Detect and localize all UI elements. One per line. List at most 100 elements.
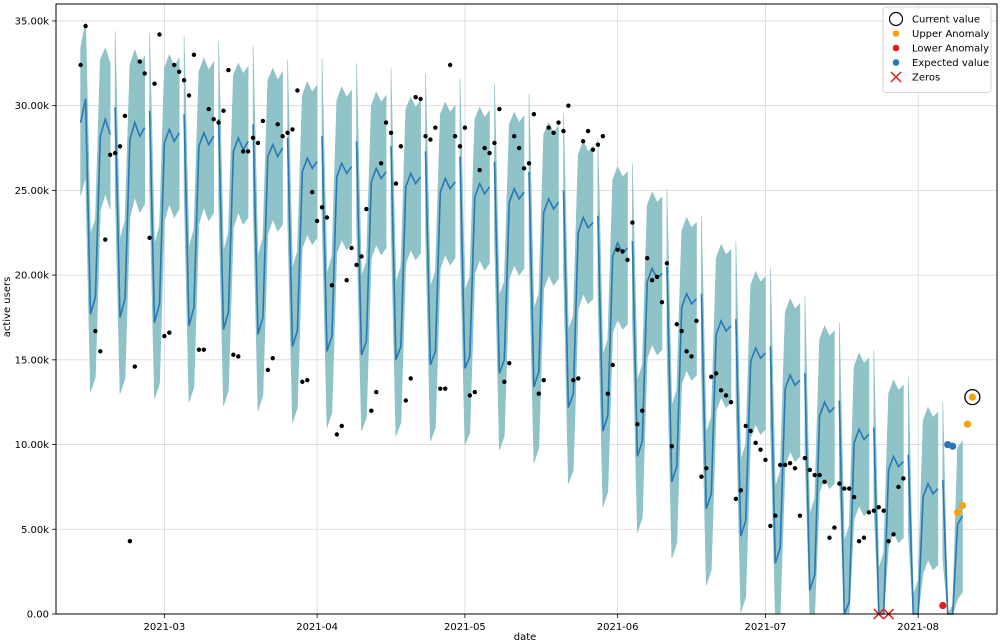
- actual-value-point: [600, 133, 606, 139]
- actual-value-point: [324, 215, 330, 220]
- actual-value-point: [674, 322, 679, 327]
- legend-item: Upper Anomaly: [892, 29, 989, 40]
- expected-line-segment: [424, 151, 456, 366]
- expected-range-band-segment: [149, 32, 180, 399]
- actual-value-point: [896, 484, 901, 490]
- actual-value-point: [270, 355, 275, 361]
- actual-value-point: [748, 428, 753, 434]
- current-value-marker: [964, 388, 981, 406]
- actual-value-point: [107, 152, 113, 158]
- expected-range-band-segment: [80, 22, 111, 393]
- actual-value-point: [743, 423, 748, 429]
- actual-value-point: [861, 535, 867, 540]
- actual-value-point: [295, 88, 300, 93]
- actual-value-point: [733, 496, 739, 501]
- x-axis-label: date: [514, 632, 537, 643]
- legend-item: Zeros: [890, 71, 940, 84]
- expected-line-segment: [562, 190, 594, 408]
- legend-box: [882, 6, 992, 93]
- legend-dot-icon: [892, 30, 900, 37]
- actual-value-point: [590, 147, 596, 152]
- actual-value-point: [851, 494, 857, 500]
- actual-value-point: [206, 106, 211, 112]
- actual-value-point: [457, 144, 463, 149]
- expected-range-band-segment: [390, 68, 421, 437]
- actual-value-point: [334, 432, 340, 437]
- actual-value-point: [580, 139, 586, 144]
- actual-value-point: [408, 376, 413, 381]
- actual-value-point: [871, 508, 877, 513]
- legend: Current value Upper Anomaly Lower Anomaly E…: [882, 6, 992, 93]
- expected-range-band-segment: [563, 112, 594, 484]
- actual-value-point: [787, 460, 793, 466]
- actual-value-point: [516, 145, 522, 151]
- actual-value-point: [753, 440, 758, 446]
- expected-line-segment: [79, 98, 111, 315]
- actual-value-point: [856, 538, 862, 544]
- actual-value-point: [369, 408, 374, 413]
- actual-value-point: [300, 379, 305, 385]
- actual-value-point: [265, 367, 271, 373]
- actual-value-point: [556, 120, 561, 125]
- expected-line-segment: [769, 346, 801, 564]
- x-tick-label: 2021-07: [745, 622, 787, 633]
- expected-range-band-segment: [632, 163, 663, 533]
- actual-value-point: [585, 128, 591, 134]
- actual-value-point: [576, 376, 581, 381]
- actual-value-point: [822, 479, 827, 485]
- actual-value-point: [876, 505, 881, 510]
- expected-range-band: [80, 22, 963, 616]
- actual-value-point: [886, 538, 891, 544]
- legend-item: Lower Anomaly: [892, 44, 989, 55]
- actual-value-point: [738, 488, 744, 493]
- actual-value-point: [236, 354, 241, 359]
- actual-value-point: [797, 513, 803, 518]
- actual-value-point: [388, 130, 394, 135]
- actual-value-point: [546, 125, 551, 130]
- actual-value-point: [866, 510, 872, 515]
- expected-range-band-segment: [701, 215, 732, 586]
- expected-line-segment: [735, 319, 766, 537]
- y-tick-label: 15.00k: [15, 355, 50, 366]
- upper-anomaly-point: [953, 508, 962, 516]
- actual-value-point: [773, 513, 778, 518]
- actual-value-point: [211, 117, 216, 122]
- actual-value-point: [462, 125, 468, 130]
- actual-value-point: [245, 149, 251, 154]
- actual-value-point: [127, 538, 133, 544]
- actual-value-point: [443, 386, 448, 391]
- actual-value-point: [635, 422, 640, 427]
- plot-frame: [55, 3, 998, 615]
- actual-value-point: [477, 167, 482, 173]
- expected-range-band-segment: [356, 63, 387, 432]
- actual-value-point: [625, 257, 630, 263]
- expected-line-segment: [321, 136, 353, 352]
- actual-value-point: [842, 486, 847, 491]
- legend-label: Expected value: [912, 58, 989, 69]
- expected-line-segment: [493, 161, 525, 374]
- actual-value-point: [595, 142, 601, 147]
- actual-value-point: [659, 300, 665, 305]
- x-tick-label: 2021-08: [897, 622, 939, 633]
- actual-value-point: [290, 127, 295, 132]
- actual-value-point: [98, 349, 103, 354]
- actual-value-point: [452, 133, 458, 139]
- actual-value-point: [492, 140, 497, 146]
- upper-anomaly-point: [968, 393, 976, 401]
- actual-value-point: [630, 220, 635, 225]
- actual-value-point: [413, 94, 418, 100]
- expected-line-segment: [183, 114, 215, 327]
- y-axis-label: active users: [2, 277, 13, 338]
- actual-value-point: [241, 149, 246, 154]
- actual-value-point: [137, 59, 142, 64]
- expected-range-band-segment: [528, 93, 559, 464]
- legend-current-value-icon: [888, 11, 904, 27]
- actual-value-point: [605, 391, 610, 396]
- actual-value-point: [723, 393, 729, 398]
- actual-value-point: [186, 93, 192, 98]
- x-tick-label: 2021-05: [444, 622, 486, 633]
- actual-value-point: [418, 96, 423, 102]
- actual-value-point: [713, 371, 719, 376]
- actual-value-point: [354, 262, 359, 268]
- actual-value-point: [201, 347, 207, 352]
